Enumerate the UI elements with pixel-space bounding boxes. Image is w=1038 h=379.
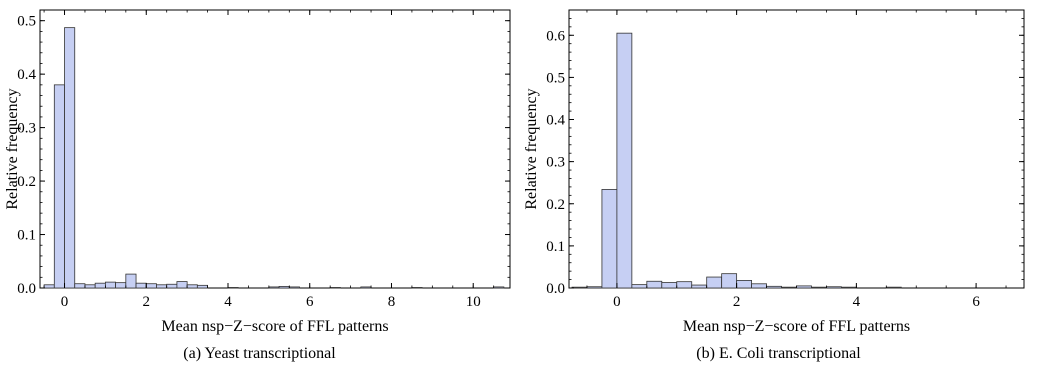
histogram-bar [94, 282, 106, 289]
chart-panel-yeast: 0 2 4 6 8 10 0.0 0.1 0.2 0.3 0.4 0.5 Mean nsp−Z−scor… [4, 9, 511, 362]
histogram-bar [156, 284, 168, 289]
x-axis-label: Mean nsp−Z−score of FFL patterns [161, 318, 388, 335]
plot-frame [39, 9, 511, 289]
histogram-bar [115, 282, 127, 289]
x-tick-label: 0 [613, 294, 621, 310]
x-tick-label: 2 [143, 294, 151, 310]
histogram-bar [616, 32, 633, 289]
histogram-bar [145, 283, 157, 289]
histogram-bar [411, 287, 423, 289]
histogram-bar [676, 281, 693, 289]
histogram-bar [268, 286, 280, 289]
histogram-bar [493, 286, 505, 289]
histogram-bar [631, 284, 648, 289]
y-tick-label: 0.3 [546, 155, 565, 171]
histogram-ecoli: 0 2 4 6 0.0 0.1 0.2 0.3 0.4 0.5 0.6 Mean nsp−Z−scor… [523, 9, 1025, 335]
histogram-bar [74, 283, 86, 289]
histogram-bar [186, 284, 198, 289]
histogram-bar [781, 286, 797, 289]
x-tick-label: 4 [224, 294, 232, 310]
histogram-bar [811, 286, 827, 289]
histogram-bar [125, 273, 137, 289]
histogram-bar [43, 284, 55, 289]
histogram-bar [84, 284, 96, 289]
caption-yeast: (a) Yeast transcriptional [183, 345, 336, 362]
y-tick-label: 0.2 [17, 174, 36, 190]
y-tick-label: 0.5 [546, 70, 565, 86]
y-axis-label: Relative frequency [523, 88, 540, 209]
x-tick-label: 0 [61, 294, 69, 310]
histogram-bar [288, 286, 300, 289]
y-tick-label: 0.1 [546, 239, 565, 255]
x-tick-label: 8 [388, 294, 396, 310]
histogram-bar [766, 285, 782, 289]
histogram-bar [796, 285, 812, 289]
histogram-bar [64, 27, 76, 289]
histogram-bar [278, 285, 290, 289]
histogram-bar [135, 282, 147, 289]
histogram-bar [166, 283, 178, 289]
histogram-bar [104, 281, 117, 289]
y-tick-label: 0.1 [17, 228, 36, 244]
y-tick-label: 0.4 [17, 67, 36, 83]
histogram-yeast: 0 2 4 6 8 10 0.0 0.1 0.2 0.3 0.4 0.5 Mean nsp−Z−scor… [4, 9, 511, 335]
histogram-bar [329, 287, 341, 289]
histogram-bar [53, 84, 65, 289]
histogram-bar [646, 280, 663, 289]
histogram-bar [601, 189, 618, 289]
histogram-bar [360, 286, 372, 289]
y-tick-label: 0.6 [546, 28, 565, 44]
histogram-bar [176, 281, 188, 289]
x-tick-label: 2 [733, 294, 741, 310]
y-tick-label: 0.2 [546, 197, 565, 213]
histogram-bar [826, 286, 842, 289]
chart-panel-ecoli: 0 2 4 6 0.0 0.1 0.2 0.3 0.4 0.5 0.6 Mean nsp−Z−scor… [519, 0, 1038, 379]
histogram-bar [227, 287, 239, 289]
histogram-bar [721, 273, 738, 289]
y-tick-label: 0.4 [546, 113, 565, 129]
histogram-bar [571, 286, 588, 289]
histogram-bar [841, 286, 857, 289]
y-tick-label: 0.0 [546, 281, 565, 297]
histogram-bar [661, 282, 678, 289]
y-tick-label: 0.5 [17, 14, 36, 30]
x-tick-label: 4 [853, 294, 861, 310]
caption-ecoli: (b) E. Coli transcriptional [696, 345, 861, 362]
histogram-bar [196, 284, 208, 289]
histogram-bar [736, 280, 752, 289]
histogram-bar [885, 286, 902, 289]
histogram-bar [706, 276, 723, 289]
histogram-bar [586, 286, 603, 289]
y-tick-label: 0.0 [17, 281, 36, 297]
x-tick-label: 10 [466, 294, 481, 310]
histogram-bar [691, 284, 708, 289]
y-tick-label: 0.3 [17, 121, 36, 137]
y-axis-label: Relative frequency [4, 88, 21, 209]
x-axis-label: Mean nsp−Z−score of FFL patterns [683, 318, 910, 335]
x-tick-label: 6 [306, 294, 314, 310]
histogram-bar [751, 283, 767, 289]
plot-frame [568, 9, 1025, 289]
x-tick-label: 6 [972, 294, 980, 310]
